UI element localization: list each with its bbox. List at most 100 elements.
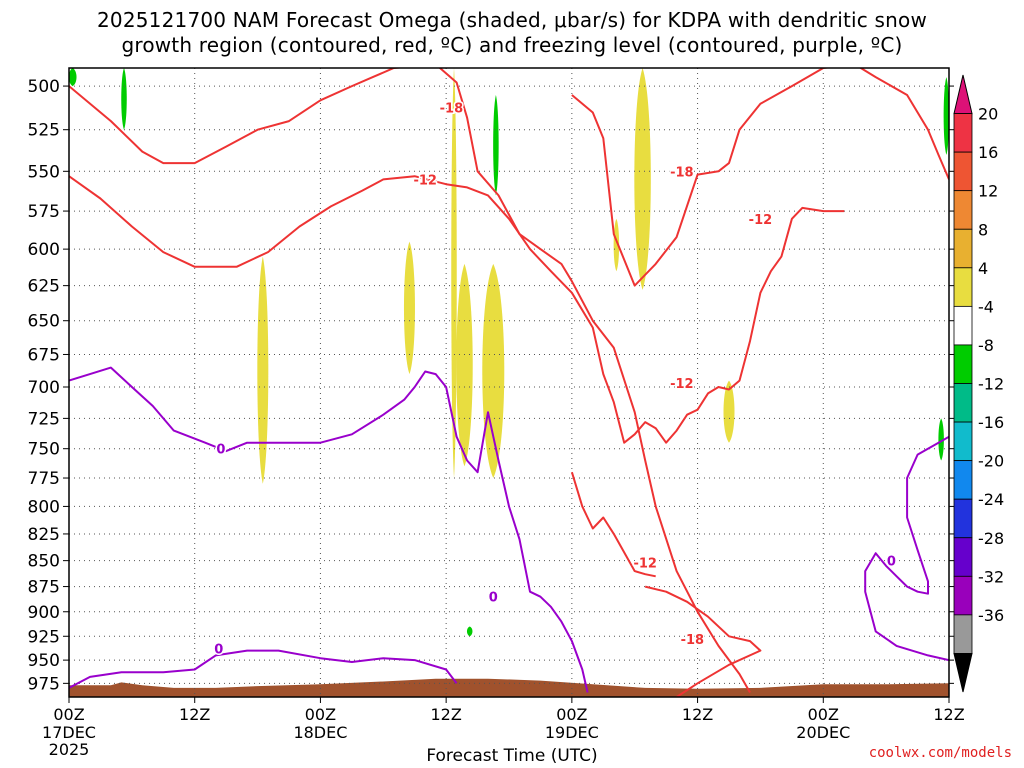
contour-label-9: 0 <box>214 643 223 658</box>
colorbar-label-13: -36 <box>978 606 1004 625</box>
plot-frame <box>68 67 950 698</box>
colorbar-segment-12 <box>953 537 973 577</box>
x-tick-year-0: 2025 <box>49 740 90 759</box>
x-axis-label: Forecast Time (UTC) <box>426 746 598 766</box>
x-tick-label-72: 00Z <box>808 705 839 724</box>
colorbar-label-6: -8 <box>978 336 994 355</box>
omega-shade-8 <box>69 68 77 87</box>
x-tick-date-48: 19DEC <box>545 723 599 742</box>
colorbar-label-3: 8 <box>978 220 988 239</box>
terrain-surface <box>69 678 949 697</box>
y-tick-label-950: 950 <box>28 651 60 671</box>
y-tick-label-575: 575 <box>28 202 60 222</box>
y-tick-label-700: 700 <box>28 378 60 398</box>
y-tick-label-525: 525 <box>28 121 60 141</box>
contour-line-6 <box>69 649 458 689</box>
omega-shade-6 <box>723 380 735 443</box>
y-tick-label-625: 625 <box>28 277 60 297</box>
contour-label-6: -18 <box>681 633 705 648</box>
y-tick-label-725: 725 <box>28 409 60 429</box>
omega-shade-7 <box>613 218 620 272</box>
omega-shade-9 <box>121 68 127 130</box>
colorbar-label-10: -24 <box>978 490 1004 509</box>
omega-shade-3 <box>456 263 473 467</box>
contour-line-4 <box>644 585 762 697</box>
colorbar-label-12: -32 <box>978 567 1004 586</box>
colorbar-label-8: -16 <box>978 413 1004 432</box>
colorbar-segment-6 <box>953 305 973 346</box>
x-tick-label-60: 12Z <box>682 705 713 724</box>
contour-label-7: 0 <box>216 443 225 458</box>
colorbar-label-0: 20 <box>978 105 998 124</box>
colorbar-segment-9 <box>953 421 973 462</box>
y-tick-label-800: 800 <box>28 497 60 517</box>
omega-shade-1 <box>403 241 415 375</box>
y-tick-label-600: 600 <box>28 240 60 260</box>
contour-line-0 <box>69 175 845 444</box>
x-tick-label-36: 12Z <box>430 705 461 724</box>
omega-shade-0 <box>257 256 269 484</box>
omega-shade-12 <box>943 77 949 155</box>
colorbar-segment-13 <box>953 575 973 616</box>
x-tick-label-48: 00Z <box>556 705 587 724</box>
x-tick-label-12: 12Z <box>179 705 210 724</box>
colorbar-segment-14 <box>953 614 973 654</box>
contour-label-4: -12 <box>670 377 694 392</box>
colorbar-label-4: 4 <box>978 259 988 278</box>
contour-line-2 <box>69 68 751 693</box>
colorbar-segment-11 <box>953 498 973 539</box>
y-tick-label-975: 975 <box>28 674 60 694</box>
colorbar-top-arrow <box>953 74 973 115</box>
colorbar-segment-7 <box>953 344 973 384</box>
y-tick-label-925: 925 <box>28 627 60 647</box>
contour-label-0: -18 <box>440 101 464 116</box>
x-tick-label-24: 00Z <box>305 705 336 724</box>
colorbar-segment-1 <box>953 113 973 153</box>
y-tick-label-550: 550 <box>28 162 60 182</box>
omega-shade-5 <box>634 68 651 290</box>
contour-line-1 <box>570 471 656 578</box>
colorbar-segment-5 <box>953 267 973 307</box>
contour-line-3 <box>571 68 949 287</box>
contour-label-10: 0 <box>887 555 896 570</box>
y-tick-label-675: 675 <box>28 345 60 365</box>
colorbar-label-9: -20 <box>978 452 1004 471</box>
omega-shade-2 <box>451 68 457 479</box>
omega-shade-13 <box>938 418 944 461</box>
y-tick-label-650: 650 <box>28 312 60 332</box>
colorbar-segment-3 <box>953 190 973 230</box>
x-tick-label-0: 00Z <box>53 705 84 724</box>
y-tick-label-900: 900 <box>28 603 60 623</box>
colorbar-label-2: 12 <box>978 182 998 201</box>
colorbar-segment-10 <box>953 460 973 500</box>
contour-label-3: -12 <box>749 213 773 228</box>
colorbar-segment-2 <box>953 151 973 192</box>
contour-label-5: -12 <box>633 557 657 572</box>
omega-shade-11 <box>466 626 473 637</box>
omega-shade-10 <box>493 94 499 196</box>
colorbar-segment-4 <box>953 228 973 269</box>
y-tick-label-850: 850 <box>28 552 60 572</box>
contour-label-1: -12 <box>413 173 437 188</box>
x-tick-date-72: 20DEC <box>796 723 850 742</box>
colorbar-label-5: -4 <box>978 297 994 316</box>
chart-title-line-1: 2025121700 NAM Forecast Omega (shaded, μ… <box>96 8 928 32</box>
chart-title-line-2: growth region (contoured, red, ºC) and f… <box>121 33 903 57</box>
contour-line-5 <box>69 366 589 693</box>
y-tick-label-775: 775 <box>28 469 60 489</box>
y-tick-label-875: 875 <box>28 578 60 598</box>
y-tick-label-750: 750 <box>28 440 60 460</box>
omega-shade-4 <box>482 263 505 479</box>
contour-label-2: -18 <box>670 165 694 180</box>
colorbar-bottom-arrow <box>953 652 973 693</box>
x-tick-date-0: 17DEC <box>42 723 96 742</box>
y-tick-label-500: 500 <box>28 77 60 97</box>
contour-label-8: 0 <box>489 591 498 606</box>
x-tick-label-84: 12Z <box>933 705 964 724</box>
credit-link[interactable]: coolwx.com/models <box>868 745 1012 761</box>
colorbar-label-11: -28 <box>978 529 1004 548</box>
x-tick-date-24: 18DEC <box>293 723 347 742</box>
y-tick-label-825: 825 <box>28 525 60 545</box>
colorbar-segment-8 <box>953 383 973 423</box>
